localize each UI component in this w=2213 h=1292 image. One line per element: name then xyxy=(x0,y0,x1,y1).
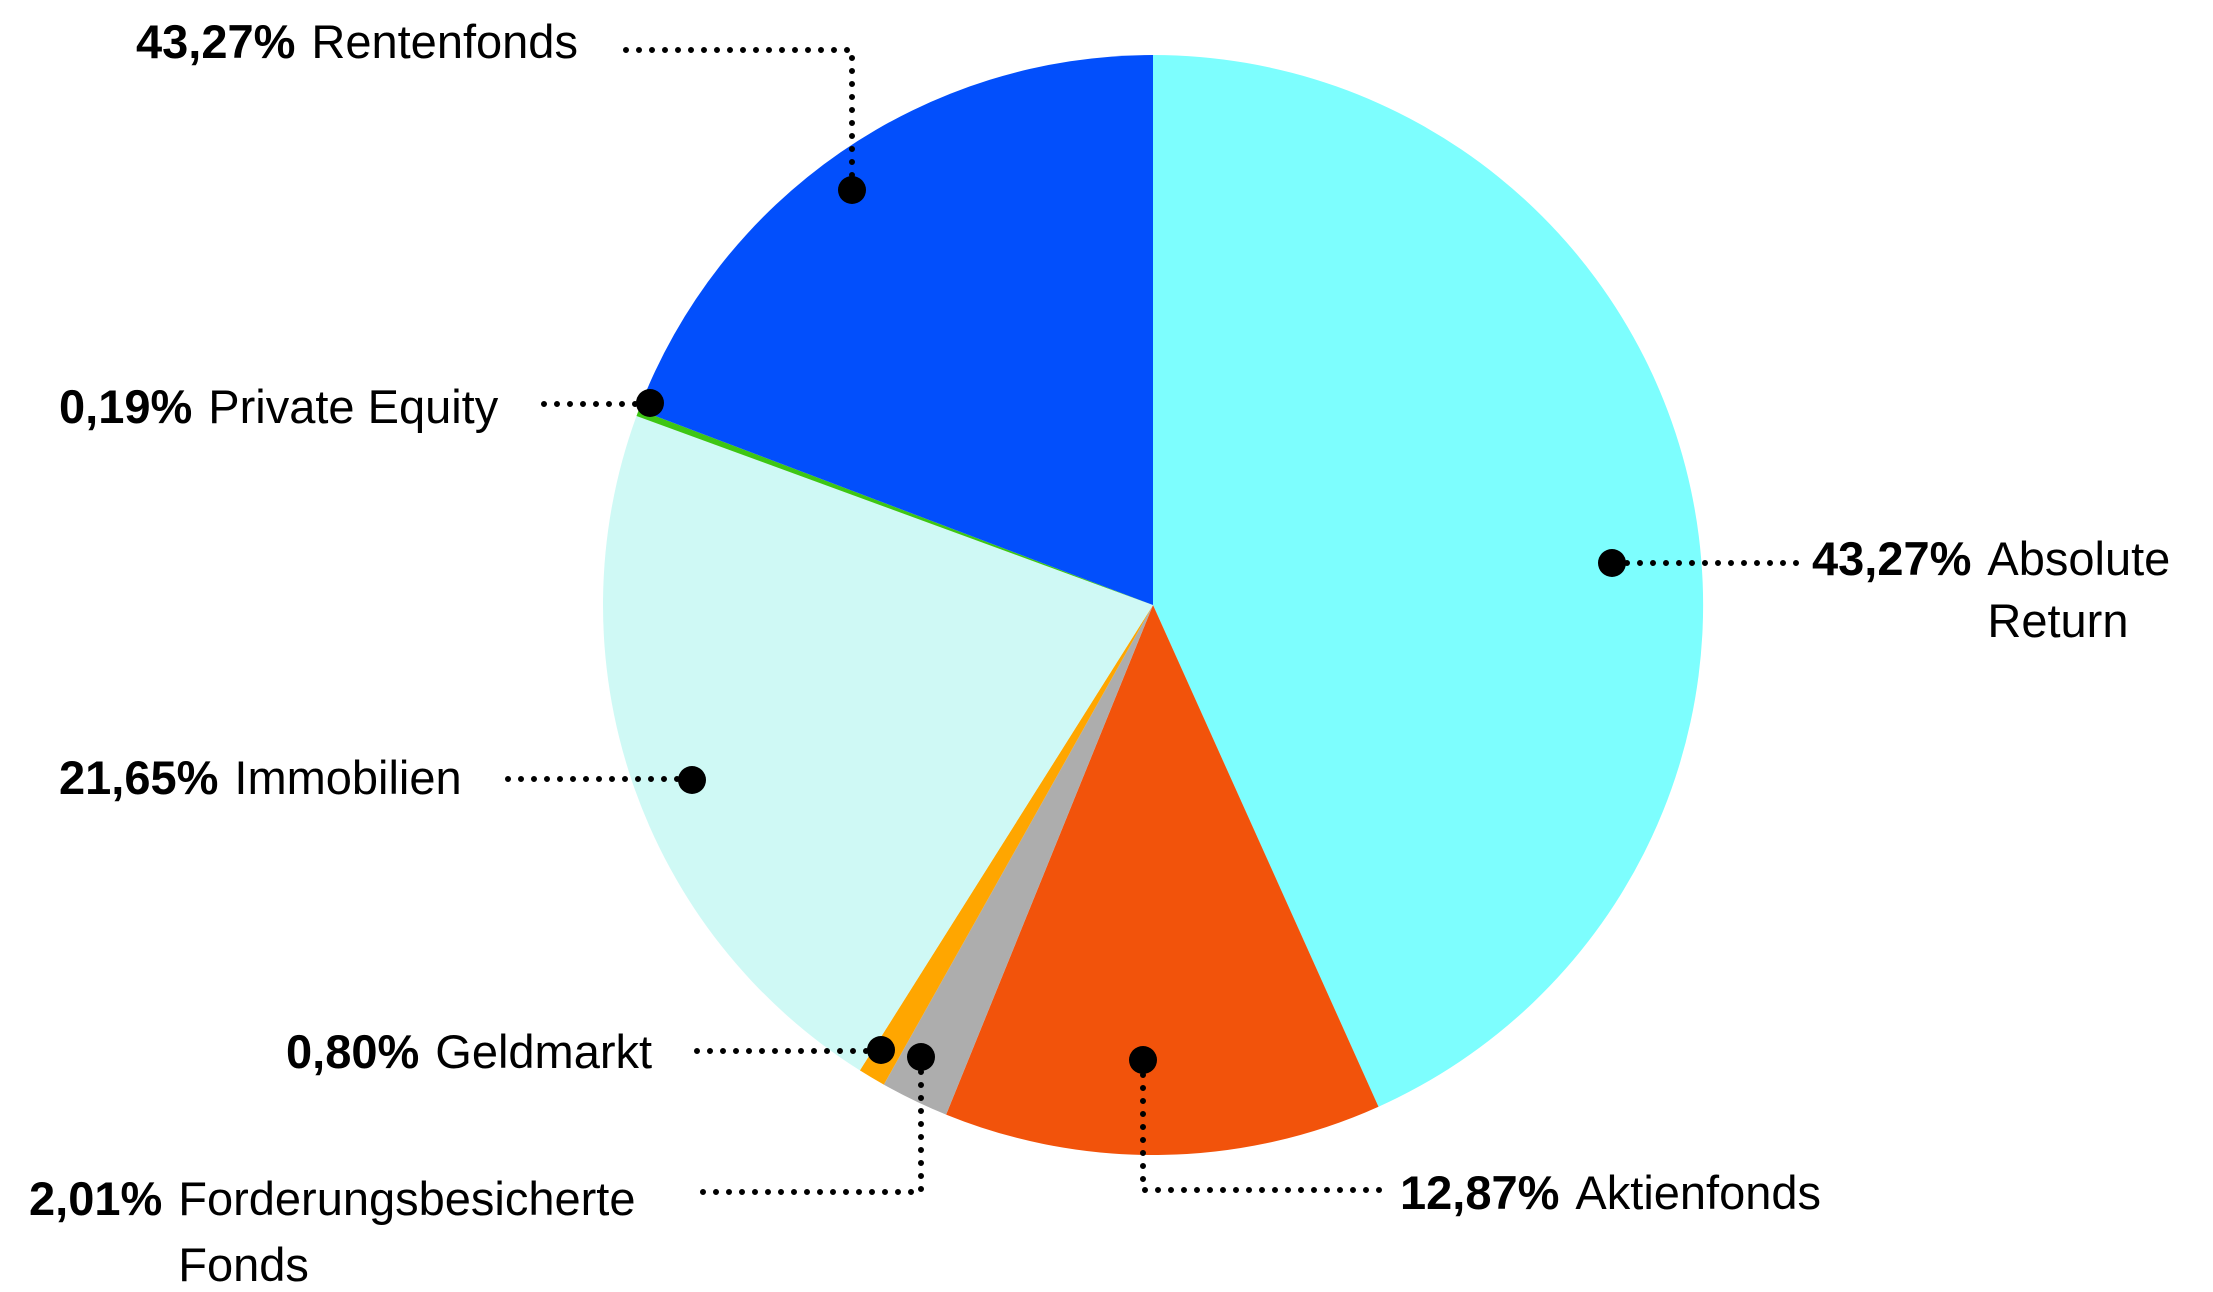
forderungsbesicherte-fonds-percent: 2,01% xyxy=(29,1172,163,1225)
geldmarkt-name: Geldmarkt xyxy=(435,1025,653,1078)
leader-dot-geldmarkt xyxy=(867,1036,895,1064)
leader-line-rentenfonds xyxy=(617,47,855,178)
label-aktienfonds: 12,87% Aktienfonds xyxy=(1400,1163,1821,1223)
label-forderungsbesicherte-fonds: 2,01% Forderungsbesicherte Fonds xyxy=(29,1166,678,1292)
leader-dot-rentenfonds xyxy=(838,176,866,204)
rentenfonds-percent: 43,27% xyxy=(136,15,296,68)
forderungsbesicherte-fonds-name: Forderungsbesicherte Fonds xyxy=(178,1172,636,1291)
pie-slice-private-equity xyxy=(636,409,1153,605)
leader-dot-immobilien xyxy=(678,766,706,794)
immobilien-percent: 21,65% xyxy=(59,751,219,804)
pie-slice-geldmarkt xyxy=(859,605,1153,1085)
private-equity-percent: 0,19% xyxy=(59,380,193,433)
pie-slice-immobilien xyxy=(603,416,1153,1071)
leader-line-forderungsbesicherte-fonds xyxy=(693,1069,924,1195)
label-private-equity: 0,19% Private Equity xyxy=(59,377,498,437)
rentenfonds-name: Rentenfonds xyxy=(311,15,578,68)
absolute-return-percent: 43,27% xyxy=(1812,532,1972,585)
pie-slice-rentenfonds xyxy=(638,55,1153,605)
aktienfonds-name: Aktienfonds xyxy=(1575,1166,1822,1219)
private-equity-name: Private Equity xyxy=(208,380,499,433)
aktienfonds-percent: 12,87% xyxy=(1400,1166,1560,1219)
leader-dot-private-equity xyxy=(636,389,664,417)
geldmarkt-percent: 0,80% xyxy=(286,1025,420,1078)
pie-slice-absolute-return xyxy=(1153,54,1704,1107)
label-geldmarkt: 0,80% Geldmarkt xyxy=(286,1022,652,1082)
label-immobilien: 21,65% Immobilien xyxy=(59,748,462,808)
leader-dot-absolute-return xyxy=(1598,549,1626,577)
absolute-return-name: Absolute Return xyxy=(1987,532,2171,647)
leader-dot-aktienfonds xyxy=(1129,1046,1157,1074)
leader-dot-forderungsbesicherte-fonds xyxy=(907,1043,935,1071)
immobilien-name: Immobilien xyxy=(234,751,462,804)
leader-line-aktienfonds xyxy=(1140,1072,1391,1193)
pie-slice-forderungsbesicherte-fonds xyxy=(883,605,1153,1115)
label-absolute-return: 43,27% Absolute Return xyxy=(1812,528,2202,652)
label-rentenfonds: 43,27% Rentenfonds xyxy=(136,12,578,72)
pie-slice-aktienfonds xyxy=(946,605,1379,1156)
